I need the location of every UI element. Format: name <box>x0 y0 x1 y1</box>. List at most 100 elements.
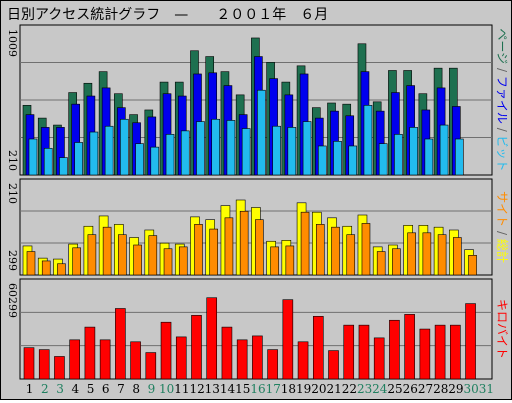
x-axis-label: 7 <box>117 382 125 396</box>
y-axis-max-label: 60299 <box>6 283 19 318</box>
chart-title: 日別アクセス統計グラフ — ２００１年 ６月 <box>7 7 328 23</box>
x-axis-label: 22 <box>342 382 357 396</box>
bar-kbytes <box>434 324 446 380</box>
bar-visits <box>455 138 464 176</box>
bar-hits-sites <box>118 234 127 276</box>
x-axis-label: 3 <box>56 382 64 396</box>
panel-label-part: サイト <box>496 191 510 227</box>
x-axis-label: 29 <box>448 382 463 396</box>
bar-hits-sites <box>468 255 477 276</box>
panel-label-visits: ページ / ファイル / ビット <box>496 28 510 171</box>
bar-kbytes <box>23 347 35 380</box>
bar-hits-sites <box>376 251 386 276</box>
x-axis-label: 4 <box>71 382 79 396</box>
y-axis-max-label: 210 <box>6 183 19 204</box>
bar-visits <box>59 157 68 176</box>
bar-hits-sites <box>361 223 371 276</box>
x-axis-label: 27 <box>418 382 433 396</box>
bar-kbytes <box>282 299 294 380</box>
bar-visits <box>287 127 297 176</box>
y-axis-min-label: 210 <box>6 150 19 171</box>
panel-label-hits: サイト / 総計 <box>496 191 511 263</box>
bar-kbytes <box>130 341 141 380</box>
x-axis-label: 18 <box>281 382 296 396</box>
bar-visits <box>348 145 358 176</box>
x-axis-label: 2 <box>41 382 49 396</box>
x-axis-label: 1 <box>26 382 34 396</box>
y-axis-max-label: 1009 <box>6 29 19 57</box>
bar-visits <box>165 134 175 176</box>
panel-label-part: / <box>496 124 510 136</box>
panel-label-part: ページ <box>496 28 510 64</box>
bar-hits-sites <box>437 234 447 276</box>
x-axis-label: 6 <box>102 382 110 396</box>
bar-kbytes <box>191 315 202 380</box>
bar-kbytes <box>465 303 476 380</box>
bar-kbytes <box>84 326 96 380</box>
bar-kbytes <box>236 339 248 380</box>
bar-kbytes <box>312 316 324 380</box>
x-axis-label: 13 <box>205 382 220 396</box>
bar-hits-sites <box>331 226 340 276</box>
bar-kbytes <box>160 321 172 380</box>
bar-hits-sites <box>392 248 401 276</box>
bar-kbytes <box>99 339 111 380</box>
bar-kbytes <box>343 324 355 380</box>
bar-visits <box>272 125 281 176</box>
x-axis-label: 24 <box>372 382 388 396</box>
bar-visits <box>135 143 144 176</box>
bar-visits <box>28 138 38 176</box>
bar-hits-sites <box>453 237 462 276</box>
bar-hits-sites <box>87 234 97 276</box>
bar-visits <box>424 138 434 176</box>
panel-label-part: 総計 <box>496 239 511 263</box>
bar-hits-sites <box>285 245 295 276</box>
panel-label-part: / <box>496 227 510 239</box>
bar-kbytes <box>297 341 309 380</box>
bar-visits <box>211 118 221 176</box>
bar-hits-sites <box>102 226 112 276</box>
bar-kbytes <box>175 336 187 380</box>
bar-hits-sites <box>300 211 310 276</box>
x-axis-label: 19 <box>296 382 311 396</box>
bar-kbytes <box>145 352 157 380</box>
bar-kbytes <box>328 350 339 380</box>
bar-kbytes <box>221 326 233 380</box>
bar-visits <box>196 121 205 176</box>
bar-hits-sites <box>422 232 432 276</box>
bar-kbytes <box>358 324 370 380</box>
bar-visits <box>394 134 403 176</box>
bar-visits <box>302 121 312 176</box>
bar-kbytes <box>252 335 263 380</box>
bar-visits <box>378 143 388 176</box>
bar-kbytes <box>404 314 415 380</box>
x-axis-label: 10 <box>159 382 174 396</box>
bar-visits <box>317 145 327 176</box>
bar-visits <box>150 146 160 176</box>
panel-label-part: キロバイト <box>496 299 510 359</box>
bar-hits-sites <box>194 224 203 276</box>
x-axis-label: 21 <box>326 382 341 396</box>
x-axis-label: 16 <box>250 382 265 396</box>
bar-kbytes <box>115 308 126 380</box>
bar-visits <box>74 142 83 176</box>
bar-hits-sites <box>255 219 264 276</box>
panel-label-part: ビット <box>496 136 510 172</box>
bar-hits-sites <box>315 224 325 276</box>
x-axis-label: 23 <box>357 382 372 396</box>
x-axis-label: 8 <box>132 382 140 396</box>
x-axis-label: 17 <box>266 382 281 396</box>
x-axis-label: 5 <box>87 382 95 396</box>
bar-kbytes <box>54 356 65 380</box>
bar-visits <box>120 118 129 176</box>
bar-visits <box>180 130 190 176</box>
bar-hits-sites <box>133 244 142 276</box>
x-axis-label: 28 <box>433 382 448 396</box>
x-axis-label: 26 <box>403 382 418 396</box>
x-axis-label: 14 <box>220 382 236 396</box>
bar-hits-sites <box>41 260 51 276</box>
x-axis-label: 12 <box>189 382 204 396</box>
bar-hits-sites <box>178 246 188 276</box>
